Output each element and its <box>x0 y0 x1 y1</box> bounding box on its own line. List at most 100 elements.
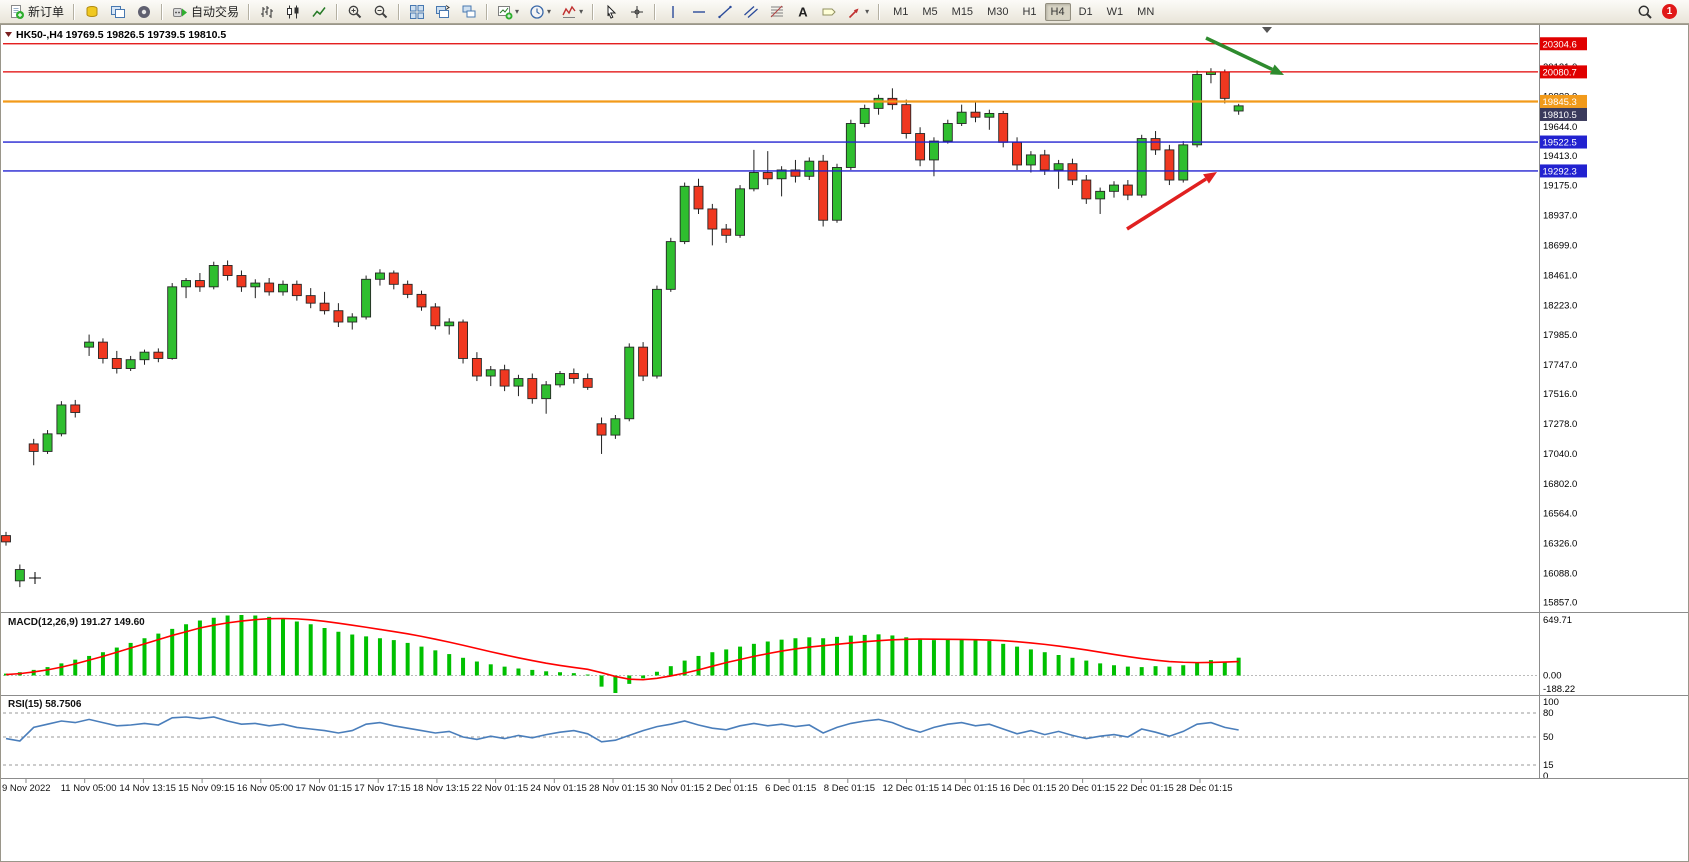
price-badge-value: 19810.5 <box>1543 110 1577 121</box>
auto-trading-button[interactable]: 自动交易 <box>168 1 243 23</box>
candle-body <box>250 282 261 288</box>
candle-body <box>153 351 164 359</box>
toolbar-separator <box>336 3 339 20</box>
periods-button[interactable]: ▾ <box>525 1 555 23</box>
candle-body <box>1012 141 1022 166</box>
timeframe-m15[interactable]: M15 <box>951 5 974 18</box>
timeframe-d1[interactable]: D1 <box>1078 5 1093 18</box>
bar-chart-button[interactable] <box>255 1 279 23</box>
annotations[interactable] <box>1126 36 1284 231</box>
zoom-out-button[interactable] <box>369 1 393 23</box>
price-badge-value: 20304.6 <box>1543 39 1577 50</box>
zoom-out-icon <box>373 4 389 20</box>
time-tick: 11 Nov 05:00 <box>61 783 117 794</box>
support-bounce-arrow-head[interactable] <box>1203 172 1217 184</box>
vertical-line-button[interactable] <box>661 1 685 23</box>
new-order-button[interactable]: 新订单 <box>5 1 68 23</box>
fibonacci-button[interactable] <box>765 1 789 23</box>
time-tick: 16 Nov 05:00 <box>237 783 294 794</box>
timeframe-w1[interactable]: W1 <box>1106 5 1124 18</box>
price-tick: 18223.0 <box>1543 300 1577 311</box>
candle-body <box>1192 74 1203 146</box>
horizontal-levels[interactable] <box>3 43 1538 172</box>
panel-separators[interactable] <box>1 612 1688 780</box>
crosshair-button[interactable] <box>625 1 649 23</box>
candle-body <box>471 358 482 377</box>
market-watch-button[interactable] <box>80 1 104 23</box>
candle-body <box>859 107 870 124</box>
price-tick: 17040.0 <box>1543 449 1577 460</box>
candle-body <box>361 278 372 318</box>
collapse-marker-icon[interactable] <box>5 32 12 37</box>
navigator-icon <box>136 4 152 20</box>
notifications-button[interactable]: 1 <box>1662 4 1677 19</box>
zoom-in-button[interactable] <box>343 1 367 23</box>
timeframe-h1[interactable]: H1 <box>1022 5 1037 18</box>
navigator-button[interactable] <box>132 1 156 23</box>
data-window-button[interactable] <box>106 1 130 23</box>
cursor-button[interactable] <box>599 1 623 23</box>
cursor-icon <box>603 4 619 20</box>
candle-body <box>402 283 413 295</box>
channel-button[interactable] <box>739 1 763 23</box>
candle-body <box>652 288 662 377</box>
candle-body <box>1 535 11 543</box>
arrange-windows-button[interactable] <box>431 1 455 23</box>
cascade-windows-button[interactable] <box>457 1 481 23</box>
sell-pressure-arrow-head[interactable] <box>1269 64 1284 75</box>
price-axis[interactable]: 20121.019883.019644.019413.019175.018937… <box>1543 62 1577 609</box>
timeframe-h4[interactable]: H4 <box>1044 2 1071 21</box>
arrange-icon <box>435 4 451 20</box>
auto-trading-button-label: 自动交易 <box>191 5 240 19</box>
new-chart-button[interactable]: ▾ <box>493 1 523 23</box>
macd-panel: MACD(12,26,9) 191.27 149.60 649.71 0.00 -18… <box>3 614 1575 695</box>
candle-body <box>444 321 455 327</box>
candle-body <box>568 373 579 380</box>
text-button[interactable]: A <box>791 1 815 23</box>
timeframe-m1[interactable]: M1 <box>893 5 909 18</box>
candle-body <box>1178 144 1189 181</box>
price-badge-value: 19522.5 <box>1543 138 1577 149</box>
crosshair-icon <box>629 4 645 20</box>
candle-body <box>984 112 995 118</box>
candle-body <box>1039 154 1050 171</box>
trendline-button[interactable] <box>713 1 737 23</box>
bar-chart-icon <box>259 4 275 20</box>
label-icon <box>821 4 837 20</box>
main-chart-plot[interactable] <box>1 68 1244 588</box>
candle-body <box>998 112 1009 143</box>
indicators-button[interactable]: ▾ <box>557 1 587 23</box>
support-bounce-arrow[interactable] <box>1126 177 1207 231</box>
chart-shift-marker[interactable] <box>1262 27 1272 33</box>
candle-body <box>458 321 468 359</box>
horizontal-line-button[interactable] <box>687 1 711 23</box>
line-chart-button[interactable] <box>307 1 331 23</box>
price-tick: 16564.0 <box>1543 509 1577 520</box>
search-button[interactable] <box>1633 1 1657 23</box>
timeframe-m30[interactable]: M30 <box>987 5 1009 18</box>
candlestick-chart-button[interactable] <box>281 1 305 23</box>
arrows-tool-button[interactable]: ▾ <box>843 1 873 23</box>
rsi-scale-tick: 0 <box>1543 771 1548 782</box>
timeframe-m5[interactable]: M5 <box>922 5 938 18</box>
candle-body <box>333 310 344 323</box>
toolbar-separator <box>248 3 251 20</box>
rsi-scale-tick: 100 <box>1543 697 1559 708</box>
crosshair-cursor <box>29 572 41 584</box>
candle-body <box>970 111 981 118</box>
sell-pressure-arrow[interactable] <box>1205 36 1274 72</box>
hline-icon <box>691 4 707 20</box>
price-badge <box>1540 107 1587 121</box>
toolbar-separator <box>398 3 401 20</box>
dropdown-caret-icon: ▾ <box>547 7 552 16</box>
candle-body <box>375 272 385 280</box>
label-button[interactable] <box>817 1 841 23</box>
candle-body <box>679 185 690 243</box>
timeframe-mn[interactable]: MN <box>1137 5 1155 18</box>
time-axis[interactable]: 9 Nov 2022 11 Nov 05:00 14 Nov 13:15 15 Nov… <box>2 779 1233 794</box>
candle-body <box>804 160 815 177</box>
tile-windows-button[interactable] <box>405 1 429 23</box>
dropdown-caret-icon: ▾ <box>865 7 870 16</box>
